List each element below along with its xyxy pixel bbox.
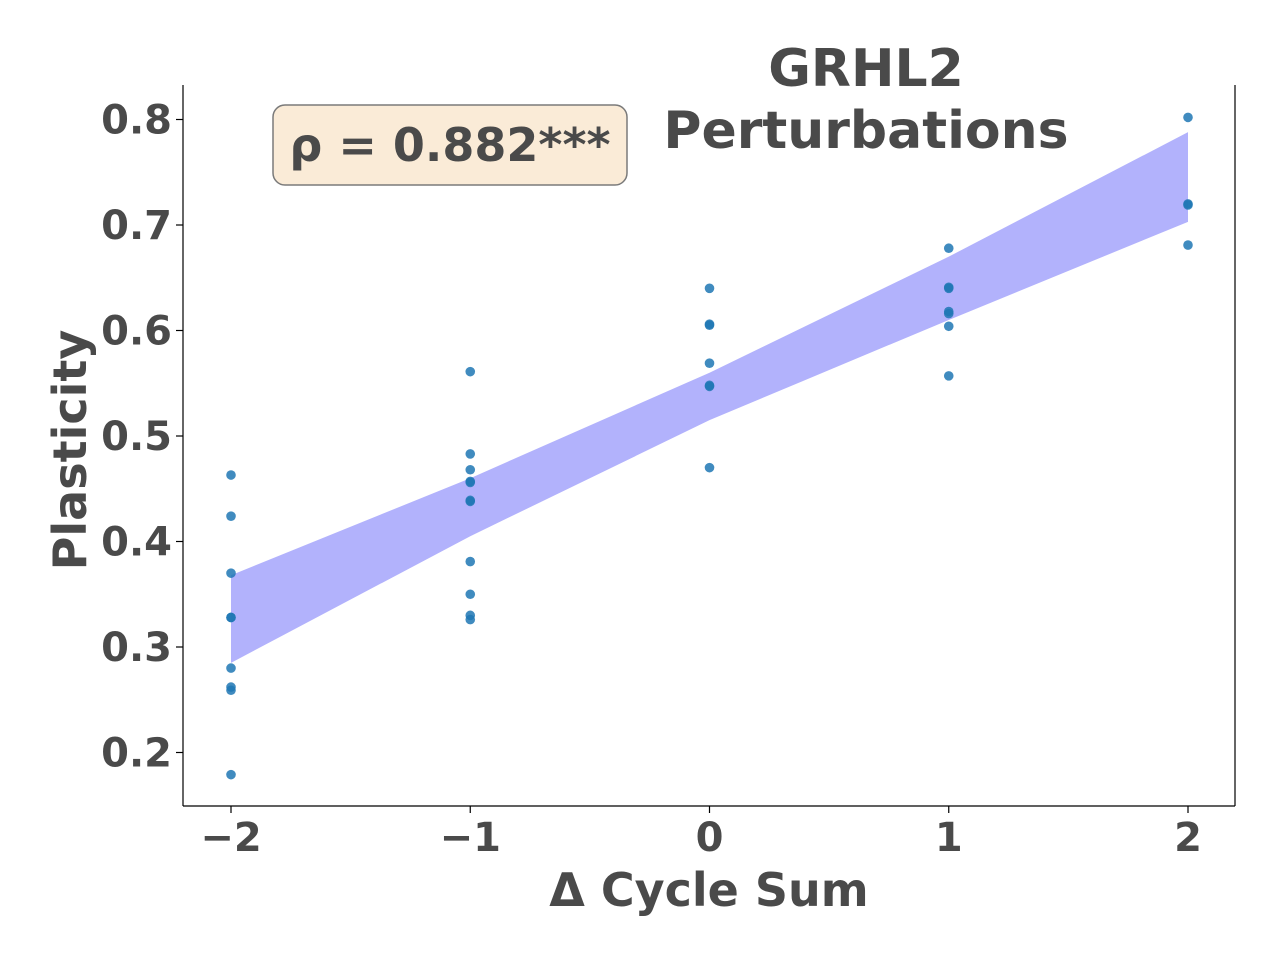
data-point <box>226 663 236 673</box>
correlation-annotation-text: ρ = 0.882*** <box>289 118 610 172</box>
data-point <box>704 358 715 369</box>
data-point <box>943 243 954 254</box>
data-point <box>226 470 236 480</box>
chart-title-line: GRHL2 <box>768 39 964 99</box>
data-point <box>465 496 476 507</box>
y-tick-label: 0.2 <box>101 731 172 777</box>
y-tick-label: 0.8 <box>101 98 172 144</box>
data-point <box>465 464 476 475</box>
confidence-band <box>231 132 1188 663</box>
y-tick-label: 0.6 <box>101 309 172 355</box>
x-axis-label: Δ Cycle Sum <box>549 863 868 917</box>
data-point <box>465 477 476 488</box>
x-tick-label: −1 <box>440 815 501 861</box>
data-point <box>704 320 715 331</box>
x-tick-label: 0 <box>696 815 724 861</box>
data-point <box>465 589 476 600</box>
confidence-band-layer <box>231 132 1188 663</box>
points-layer <box>226 112 1193 780</box>
data-point <box>943 371 954 381</box>
correlation-annotation-box <box>272 104 628 186</box>
y-tick-label: 0.5 <box>101 414 172 460</box>
data-point <box>943 321 954 332</box>
axes-layer: −2 −1 0 1 2 0.2 0.3 0.4 0.5 0.6 0.7 0.8 Δ Cycle Sum P… <box>43 85 1236 917</box>
x-tick-label: 2 <box>1174 815 1202 861</box>
data-point <box>226 612 236 623</box>
chart-title-line: Perturbations <box>663 101 1068 161</box>
y-axis-label: Plasticity <box>43 330 97 571</box>
data-point <box>465 556 476 567</box>
data-point <box>704 381 715 392</box>
data-point <box>943 283 954 294</box>
data-point <box>943 308 954 319</box>
data-point <box>465 614 476 625</box>
y-tick-label: 0.7 <box>101 203 172 249</box>
data-point <box>226 769 236 780</box>
y-tick-label: 0.4 <box>101 520 172 566</box>
data-point <box>465 449 476 459</box>
data-point <box>1183 112 1193 123</box>
data-point <box>226 568 236 578</box>
data-point <box>465 366 476 377</box>
x-tick-label: 1 <box>935 815 963 861</box>
data-point <box>226 685 236 696</box>
data-point <box>226 511 236 521</box>
data-point <box>704 462 715 473</box>
data-point <box>704 283 715 294</box>
data-point <box>1183 200 1193 210</box>
x-tick-label: −2 <box>200 815 261 861</box>
data-point <box>1183 240 1193 250</box>
y-tick-label: 0.3 <box>101 625 172 671</box>
